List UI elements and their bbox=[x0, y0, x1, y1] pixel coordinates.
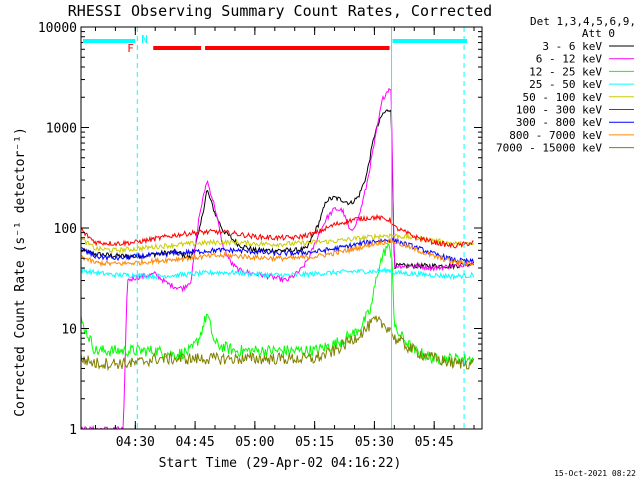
legend-label: 25 - 50 keV bbox=[529, 78, 602, 91]
footer-timestamp: 15-Oct-2021 08:22 bbox=[554, 469, 636, 478]
x-axis: 04:30 04:45 05:00 05:15 05:30 05:45 bbox=[94, 27, 475, 450]
legend-label: 3 - 6 keV bbox=[542, 40, 602, 53]
x-tick-label: 05:15 bbox=[295, 435, 334, 450]
series-line-12-25 bbox=[81, 243, 474, 365]
legend-header-line-2: Att 0 bbox=[582, 27, 615, 40]
y-tick-label: 100 bbox=[54, 222, 77, 237]
legend-label: 800 - 7000 keV bbox=[509, 129, 602, 142]
x-tick-label: 05:30 bbox=[355, 435, 394, 450]
chart-title: RHESSI Observing Summary Count Rates, Co… bbox=[68, 2, 492, 20]
legend-header-line-1: Det 1,3,4,5,6,9, bbox=[530, 15, 636, 28]
legend-label: 6 - 12 keV bbox=[536, 53, 603, 66]
y-tick-label: 1000 bbox=[46, 122, 77, 137]
y-axis: 1 10 100 1000 10000 bbox=[38, 21, 482, 438]
y-tick-label: 10000 bbox=[38, 21, 77, 36]
night-flag-label: N bbox=[141, 33, 148, 46]
legend-label: 7000 - 15000 keV bbox=[496, 142, 602, 155]
x-tick-label: 05:45 bbox=[415, 435, 454, 450]
series-line-7000-15000 bbox=[81, 315, 475, 372]
series-line-100-300 bbox=[81, 213, 474, 249]
y-axis-label: Corrected Count Rate (s⁻¹ detector⁻¹) bbox=[13, 127, 28, 417]
series-line-25-50 bbox=[81, 266, 475, 281]
legend-label: 12 - 25 keV bbox=[529, 65, 602, 78]
legend-label: 100 - 300 keV bbox=[516, 104, 602, 117]
x-axis-label: Start Time (29-Apr-02 04:16:22) bbox=[159, 456, 402, 471]
series-line-50-100 bbox=[81, 232, 475, 254]
legend-label: 300 - 800 keV bbox=[516, 116, 602, 129]
flare-flag-label: F bbox=[127, 42, 134, 55]
series-lines bbox=[81, 87, 475, 429]
annotation-lines bbox=[136, 27, 465, 429]
x-tick-label: 04:30 bbox=[116, 435, 155, 450]
x-tick-label: 05:00 bbox=[235, 435, 274, 450]
y-tick-label: 10 bbox=[61, 323, 77, 338]
x-tick-label: 04:45 bbox=[176, 435, 215, 450]
legend-label: 50 - 100 keV bbox=[523, 91, 603, 104]
series-line-6-12 bbox=[81, 87, 475, 429]
y-tick-label: 1 bbox=[69, 423, 77, 438]
series-line-800-7000 bbox=[81, 237, 475, 268]
